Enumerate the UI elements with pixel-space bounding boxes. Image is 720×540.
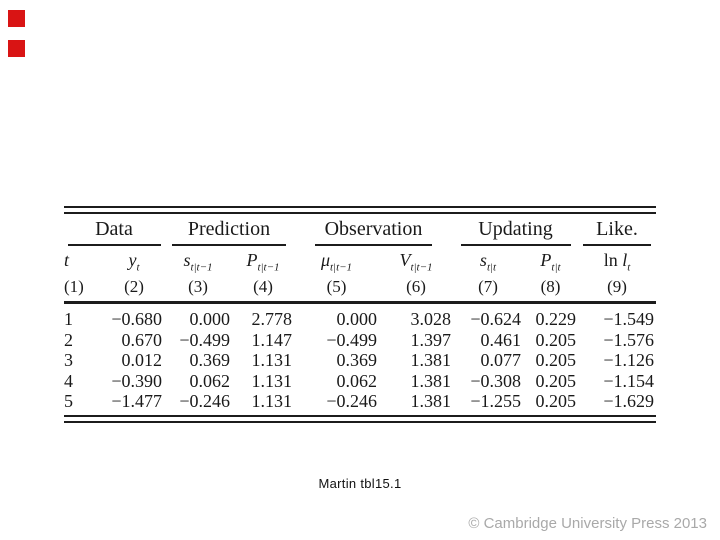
value-cell: 1.131 bbox=[251, 350, 293, 371]
value-cell: 0.000 bbox=[189, 309, 231, 329]
column-number: (5) bbox=[326, 277, 347, 296]
figure-caption: Martin tbl15.1 bbox=[318, 476, 402, 491]
value-cell: −1.576 bbox=[603, 329, 654, 350]
table-body: 1 −0.680 0.000 2.778 0.000 3.028 −0.624 0.229 −1… bbox=[64, 309, 656, 412]
value-cell: −1.477 bbox=[111, 391, 162, 412]
value-cell: −1.629 bbox=[603, 391, 654, 412]
value-cell: 1.381 bbox=[410, 391, 452, 412]
table-row: 4 −0.390 0.062 1.131 0.062 1.381 −0.308 0.205 −1… bbox=[64, 371, 656, 392]
column-number: (1) bbox=[64, 277, 84, 296]
value-cell: −0.499 bbox=[326, 329, 377, 350]
value-cell: 0.205 bbox=[535, 350, 577, 371]
table-bottom-rule bbox=[64, 414, 656, 423]
group-underline bbox=[314, 244, 433, 246]
column-number: (6) bbox=[406, 277, 426, 296]
table-row: 5 −1.477 −0.246 1.131 −0.246 1.381 −1.255 0.205… bbox=[64, 391, 656, 412]
group-underline bbox=[460, 244, 571, 246]
group-label: Updating bbox=[478, 218, 553, 240]
table-group-header-row: Data Prediction Observation Updating Lik… bbox=[64, 214, 656, 248]
group-label: Data bbox=[95, 218, 133, 240]
column-number: (3) bbox=[188, 277, 208, 296]
value-cell: 0.461 bbox=[480, 329, 522, 350]
table-header-rule bbox=[64, 301, 656, 304]
column-number: (2) bbox=[124, 277, 144, 296]
row-index-cell: 5 bbox=[64, 391, 73, 412]
column-symbol-P-pred: Pt|t−1 bbox=[246, 250, 280, 274]
table-row: 2 0.670 −0.499 1.147 −0.499 1.397 0.461 0.205 −1… bbox=[64, 330, 656, 351]
column-symbol-s-upd: st|t bbox=[479, 250, 497, 274]
value-cell: −0.390 bbox=[111, 370, 162, 391]
red-square-bullet-1 bbox=[8, 10, 25, 27]
value-cell: 0.670 bbox=[121, 329, 163, 350]
group-header-like: Like. bbox=[578, 214, 656, 248]
copyright-footer: © Cambridge University Press 2013 bbox=[468, 515, 707, 532]
value-cell: 3.028 bbox=[410, 309, 452, 329]
value-cell: −0.246 bbox=[179, 391, 230, 412]
value-cell: 0.062 bbox=[336, 370, 378, 391]
value-cell: −0.680 bbox=[111, 309, 162, 329]
column-symbol-lnl: ln lt bbox=[603, 250, 631, 274]
value-cell: 1.397 bbox=[410, 329, 452, 350]
value-cell: 1.147 bbox=[251, 329, 293, 350]
value-cell: 0.012 bbox=[121, 350, 163, 371]
value-cell: 0.062 bbox=[189, 370, 231, 391]
table-symbol-header-row: t yt st|t−1 Pt|t−1 μt|t−1 Vt|t−1 st|t Pt… bbox=[64, 248, 656, 277]
group-header-updating: Updating bbox=[453, 214, 578, 248]
value-cell: 0.369 bbox=[336, 350, 378, 371]
column-number: (8) bbox=[540, 277, 561, 296]
group-underline bbox=[583, 244, 651, 246]
row-index-cell: 4 bbox=[64, 370, 73, 391]
column-number: (9) bbox=[607, 277, 627, 296]
column-number: (7) bbox=[478, 277, 498, 296]
value-cell: −1.255 bbox=[470, 391, 521, 412]
group-label: Like. bbox=[596, 218, 638, 240]
row-index-cell: 3 bbox=[64, 350, 73, 371]
table-top-rule bbox=[64, 206, 656, 214]
value-cell: 0.205 bbox=[535, 329, 577, 350]
value-cell: −0.624 bbox=[470, 309, 521, 329]
group-header-data: Data bbox=[64, 214, 164, 248]
group-underline bbox=[67, 244, 161, 246]
column-number: (4) bbox=[253, 277, 273, 296]
kalman-filter-table: Data Prediction Observation Updating Lik… bbox=[64, 206, 656, 423]
group-header-observation: Observation bbox=[294, 214, 453, 248]
row-index-cell: 1 bbox=[64, 309, 73, 329]
value-cell: 2.778 bbox=[251, 309, 293, 329]
row-index-cell: 2 bbox=[64, 329, 73, 350]
column-symbol-t: t bbox=[64, 250, 70, 270]
column-symbol-mu: μt|t−1 bbox=[320, 250, 353, 274]
value-cell: −1.549 bbox=[603, 309, 654, 329]
table-row: 3 0.012 0.369 1.131 0.369 1.381 0.077 0.205 −1.1… bbox=[64, 350, 656, 371]
value-cell: −1.154 bbox=[603, 370, 654, 391]
value-cell: −0.499 bbox=[179, 329, 230, 350]
value-cell: 1.381 bbox=[410, 370, 452, 391]
value-cell: 0.369 bbox=[189, 350, 231, 371]
value-cell: −0.308 bbox=[470, 370, 521, 391]
value-cell: 0.205 bbox=[535, 370, 577, 391]
value-cell: 0.000 bbox=[336, 309, 378, 329]
column-symbol-V: Vt|t−1 bbox=[399, 250, 433, 274]
column-symbol-P-upd: Pt|t bbox=[540, 250, 561, 274]
value-cell: −0.246 bbox=[326, 391, 377, 412]
value-cell: 1.381 bbox=[410, 350, 452, 371]
group-header-prediction: Prediction bbox=[164, 214, 294, 248]
column-symbol-s-pred: st|t−1 bbox=[183, 250, 213, 274]
value-cell: 0.077 bbox=[480, 350, 522, 371]
table-column-number-row: (1) (2) (3) (4) (5) (6) (7) (8) (9) bbox=[64, 277, 656, 301]
red-square-bullet-2 bbox=[8, 40, 25, 57]
table-row: 1 −0.680 0.000 2.778 0.000 3.028 −0.624 0.229 −1… bbox=[64, 309, 656, 330]
group-label: Observation bbox=[324, 218, 423, 240]
value-cell: −1.126 bbox=[603, 350, 654, 371]
value-cell: 0.205 bbox=[535, 391, 577, 412]
group-label: Prediction bbox=[187, 218, 271, 240]
column-symbol-y: yt bbox=[128, 250, 140, 274]
value-cell: 0.229 bbox=[535, 309, 577, 329]
value-cell: 1.131 bbox=[251, 370, 293, 391]
group-underline bbox=[171, 244, 287, 246]
value-cell: 1.131 bbox=[251, 391, 293, 412]
